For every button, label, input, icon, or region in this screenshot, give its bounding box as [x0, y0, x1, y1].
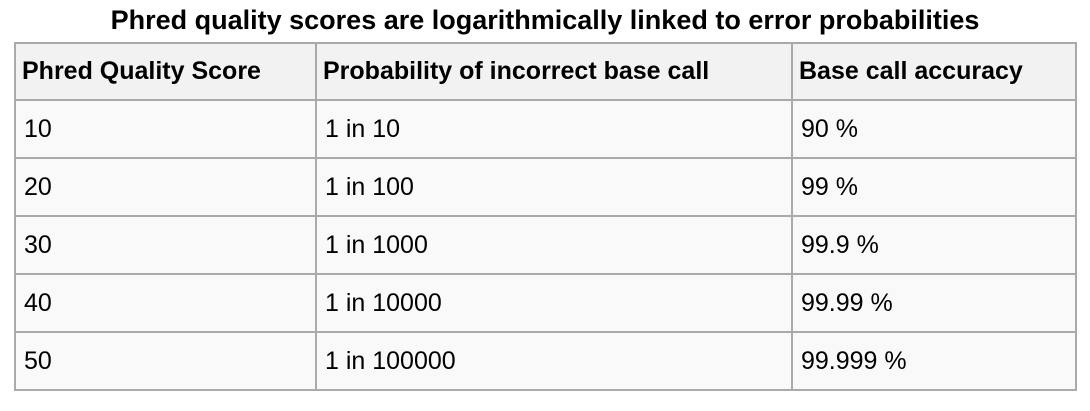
table-caption: Phred quality scores are logarithmically…: [110, 5, 980, 35]
phred-quality-table: Phred Quality Score Probability of incor…: [14, 42, 1077, 391]
table-row: 10 1 in 10 90 %: [14, 99, 1077, 159]
header-row: Phred Quality Score Probability of incor…: [14, 42, 1077, 101]
cell-probability: 1 in 100: [315, 157, 793, 217]
table-row: 20 1 in 100 99 %: [14, 157, 1077, 217]
header-base-call-accuracy: Base call accuracy: [791, 42, 1077, 101]
header-probability-incorrect: Probability of incorrect base call: [315, 42, 793, 101]
cell-score: 30: [14, 215, 317, 275]
table-row: 40 1 in 10000 99.99 %: [14, 273, 1077, 333]
cell-probability: 1 in 10: [315, 99, 793, 159]
cell-probability: 1 in 100000: [315, 331, 793, 391]
table-row: 30 1 in 1000 99.9 %: [14, 215, 1077, 275]
cell-score: 40: [14, 273, 317, 333]
cell-accuracy: 99.99 %: [791, 273, 1077, 333]
cell-probability: 1 in 1000: [315, 215, 793, 275]
cell-score: 20: [14, 157, 317, 217]
cell-score: 50: [14, 331, 317, 391]
header-phred-quality-score: Phred Quality Score: [14, 42, 317, 101]
cell-probability: 1 in 10000: [315, 273, 793, 333]
cell-accuracy: 90 %: [791, 99, 1077, 159]
table-row: 50 1 in 100000 99.999 %: [14, 331, 1077, 391]
cell-accuracy: 99 %: [791, 157, 1077, 217]
cell-accuracy: 99.9 %: [791, 215, 1077, 275]
cell-score: 10: [14, 99, 317, 159]
cell-accuracy: 99.999 %: [791, 331, 1077, 391]
